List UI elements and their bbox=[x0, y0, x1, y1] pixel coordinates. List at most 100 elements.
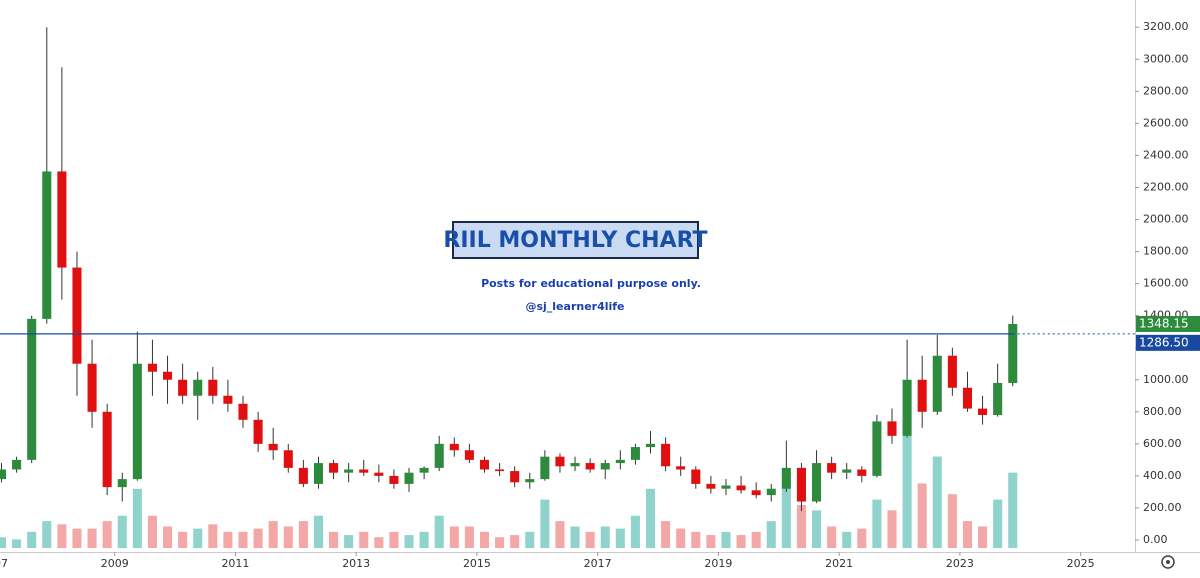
candle-body bbox=[329, 463, 339, 473]
volume-bar bbox=[812, 510, 822, 548]
subtitle: Posts for educational purpose only. bbox=[481, 277, 701, 290]
volume-bar bbox=[495, 537, 505, 548]
volume-bar bbox=[585, 531, 595, 548]
candle-body bbox=[72, 267, 82, 364]
volume-bar bbox=[117, 515, 127, 548]
settings-icon[interactable] bbox=[1161, 555, 1175, 569]
settings-dot[interactable] bbox=[1166, 560, 1170, 564]
candle-body bbox=[117, 479, 127, 488]
candle-body bbox=[812, 463, 822, 502]
candle-body bbox=[570, 463, 580, 467]
volume-bar bbox=[479, 531, 490, 548]
candle-body bbox=[268, 443, 278, 451]
volume-bar bbox=[721, 531, 731, 548]
candle-body bbox=[253, 419, 263, 444]
candle-body bbox=[1008, 323, 1018, 383]
candle-body bbox=[842, 469, 852, 473]
volume-bar bbox=[645, 488, 656, 548]
volume-bar bbox=[449, 526, 459, 548]
y-tick-label: 1600.00 bbox=[1143, 277, 1189, 290]
annotation: @sj_learner4life bbox=[525, 300, 624, 313]
candle-layer bbox=[0, 27, 1018, 512]
candle-body bbox=[12, 459, 22, 470]
candle-body bbox=[540, 456, 550, 480]
candle-body bbox=[555, 456, 565, 467]
volume-layer bbox=[0, 435, 1018, 548]
x-tick-label: 2013 bbox=[342, 557, 370, 570]
candle-body bbox=[796, 467, 806, 502]
candle-body bbox=[42, 171, 52, 319]
volume-bar bbox=[932, 456, 942, 548]
candle-body bbox=[87, 363, 97, 412]
candle-body bbox=[615, 459, 625, 464]
candle-body bbox=[872, 421, 882, 476]
candle-body bbox=[676, 466, 686, 470]
y-tick-label: 200.00 bbox=[1143, 501, 1182, 514]
candle-body bbox=[238, 403, 248, 420]
candle-body bbox=[178, 379, 188, 396]
volume-bar bbox=[72, 528, 82, 548]
volume-bar bbox=[389, 531, 399, 548]
title-box bbox=[452, 221, 699, 259]
volume-bar bbox=[344, 535, 354, 548]
volume-bar bbox=[842, 531, 852, 548]
candle-body bbox=[102, 411, 112, 488]
candle-body bbox=[645, 443, 656, 448]
volume-bar bbox=[1008, 472, 1018, 548]
volume-bar bbox=[661, 521, 671, 548]
y-tick-label: 2200.00 bbox=[1143, 180, 1189, 193]
candle-body bbox=[283, 450, 293, 468]
candle-body bbox=[781, 467, 791, 489]
candle-body bbox=[691, 469, 701, 484]
volume-bar bbox=[978, 526, 988, 548]
last-price-tag bbox=[1136, 315, 1200, 332]
candle-body bbox=[661, 443, 671, 467]
volume-bar bbox=[57, 524, 67, 548]
volume-bar bbox=[132, 488, 142, 548]
candle-body bbox=[419, 467, 429, 473]
volume-bar bbox=[630, 515, 640, 548]
volume-bar bbox=[781, 483, 791, 548]
candle-body bbox=[389, 475, 399, 484]
volume-bar bbox=[208, 524, 218, 548]
volume-bar bbox=[555, 521, 565, 548]
y-tick-label: 800.00 bbox=[1143, 405, 1182, 418]
candle-body bbox=[298, 467, 308, 484]
volume-bar bbox=[193, 528, 203, 548]
volume-bar bbox=[902, 435, 912, 548]
x-tick-label: 2007 bbox=[0, 557, 8, 570]
candle-body bbox=[57, 171, 67, 268]
candle-body bbox=[0, 469, 7, 480]
volume-bar bbox=[872, 499, 882, 548]
y-tick-label: 400.00 bbox=[1143, 469, 1182, 482]
volume-bar bbox=[464, 526, 474, 548]
candle-body bbox=[374, 472, 384, 476]
candle-body bbox=[766, 488, 776, 496]
candle-body bbox=[495, 469, 505, 472]
candle-body bbox=[479, 459, 490, 470]
volume-bar bbox=[359, 531, 369, 548]
y-tick-label: 1800.00 bbox=[1143, 245, 1189, 258]
y-tick-label: 1000.00 bbox=[1143, 373, 1189, 386]
y-tick-label: 3000.00 bbox=[1143, 52, 1189, 65]
x-tick-label: 2025 bbox=[1067, 557, 1095, 570]
x-tick-label: 2021 bbox=[825, 557, 853, 570]
candle-body bbox=[147, 363, 157, 372]
candle-body bbox=[193, 379, 203, 396]
candle-body bbox=[208, 379, 218, 396]
candle-body bbox=[404, 472, 414, 484]
candle-body bbox=[887, 421, 897, 436]
volume-bar bbox=[178, 531, 188, 548]
candle-body bbox=[313, 463, 323, 484]
volume-bar bbox=[570, 526, 580, 548]
candle-body bbox=[464, 450, 474, 460]
volume-bar bbox=[736, 535, 746, 548]
chart-title: RIIL MONTHLY CHART bbox=[443, 228, 707, 253]
candle-body bbox=[736, 485, 746, 491]
x-tick-label: 2017 bbox=[584, 557, 612, 570]
candle-body bbox=[525, 479, 535, 483]
volume-bar bbox=[223, 531, 233, 548]
volume-bar bbox=[796, 504, 806, 548]
settings-ring[interactable] bbox=[1161, 555, 1175, 569]
volume-bar bbox=[404, 535, 414, 548]
